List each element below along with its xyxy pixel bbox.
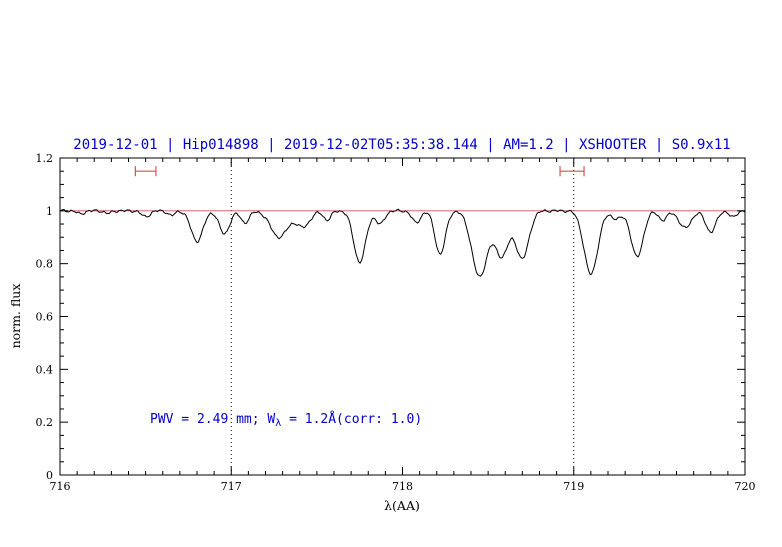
interval-markers — [134, 166, 585, 177]
dotted-gridlines — [230, 158, 575, 475]
y-tick-label: 0 — [46, 469, 53, 482]
y-tick-label: 0.4 — [36, 363, 54, 376]
y-axis-label: norm. flux — [8, 284, 23, 349]
pwv-annotation: PWV = 2.49 mm; Wλ = 1.2Å(corr: 1.0) — [150, 411, 422, 429]
y-tick-label: 1.2 — [36, 152, 54, 165]
y-tick-label: 0.8 — [36, 258, 54, 271]
pwv-annotation-prefix: PWV = 2.49 mm; W — [150, 412, 275, 427]
plot-border — [59, 157, 746, 476]
spectrum-line — [59, 208, 746, 277]
y-tick-label: 1 — [46, 205, 53, 218]
y-tick-label: 0.6 — [36, 311, 54, 324]
x-tick-label: 720 — [735, 480, 756, 493]
chart-title: 2019-12-01 | Hip014898 | 2019-12-02T05:3… — [73, 137, 730, 153]
pwv-annotation-subscript: λ — [275, 418, 281, 429]
pwv-annotation-suffix: = 1.2Å(corr: 1.0) — [281, 411, 422, 427]
x-tick-label: 719 — [563, 480, 584, 493]
x-axis-label: λ(AA) — [384, 498, 420, 513]
x-tick-label: 718 — [392, 480, 413, 493]
x-tick-label: 716 — [50, 480, 71, 493]
axes: 716 717 718 719 720 0 0.2 0.4 0.6 0.8 1 1.2 — [36, 152, 756, 493]
y-tick-label: 0.2 — [36, 416, 54, 429]
x-tick-label: 717 — [221, 480, 242, 493]
